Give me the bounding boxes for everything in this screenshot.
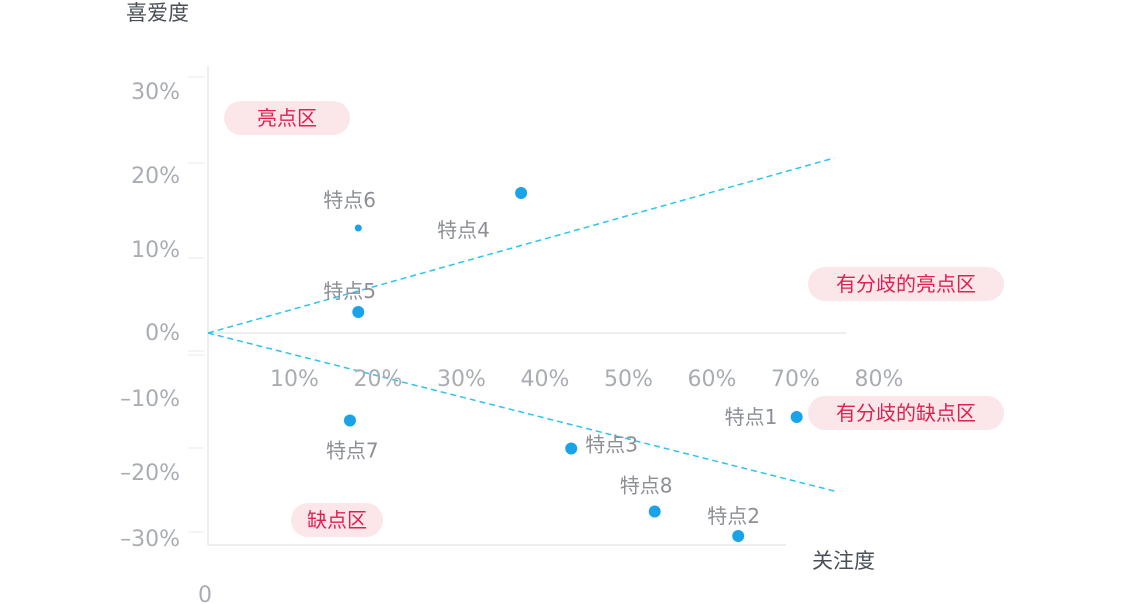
data-point [648, 505, 661, 518]
region-badge [808, 267, 1004, 301]
x-axis-title: 关注度 [812, 549, 875, 573]
region-badge [808, 396, 1004, 430]
y-tick-label: –30% [120, 527, 180, 552]
point-label: 特点3 [585, 433, 638, 457]
x-tick-label: 60% [688, 367, 737, 392]
data-point [354, 224, 362, 232]
x-tick-label: 50% [604, 367, 653, 392]
region-badge [224, 101, 350, 135]
point-label: 特点6 [323, 188, 376, 212]
data-point [732, 530, 745, 542]
point-label: 特点2 [707, 504, 760, 528]
data-point [790, 411, 803, 423]
x-tick-label: 40% [521, 367, 570, 392]
y-axis-title: 喜爱度 [126, 1, 189, 25]
point-label: 特点7 [326, 439, 379, 463]
region-label: 有分歧的缺点区 [836, 401, 976, 425]
region-label: 有分歧的亮点区 [836, 272, 976, 296]
data-point [515, 187, 528, 199]
x-tick-label: 80% [855, 367, 904, 392]
data-point [352, 306, 365, 318]
y-tick-label: 20% [131, 164, 180, 189]
x-tick-label: 20% [354, 367, 403, 392]
y-tick-label: 10% [131, 238, 180, 263]
y-tick-label: –10% [120, 387, 180, 412]
y-tick-label: –20% [120, 461, 180, 486]
point-label: 特点4 [437, 218, 490, 242]
point-label: 特点8 [620, 474, 673, 498]
point-label: 特点1 [725, 405, 778, 429]
data-point [343, 414, 356, 427]
reference-line [207, 332, 835, 492]
reference-line [207, 157, 835, 334]
x-tick-label: 30% [437, 367, 486, 392]
region-badge [291, 503, 383, 537]
region-label: 缺点区 [307, 508, 367, 532]
x-tick-label: 70% [771, 367, 820, 392]
x-tick-label: 10% [270, 367, 319, 392]
point-label: 特点5 [323, 279, 376, 303]
data-point [565, 442, 578, 455]
region-label: 亮点区 [257, 106, 317, 130]
y-tick-label: 30% [131, 80, 180, 105]
origin-label: 0 [198, 583, 212, 604]
y-tick-label: 0% [145, 321, 180, 346]
